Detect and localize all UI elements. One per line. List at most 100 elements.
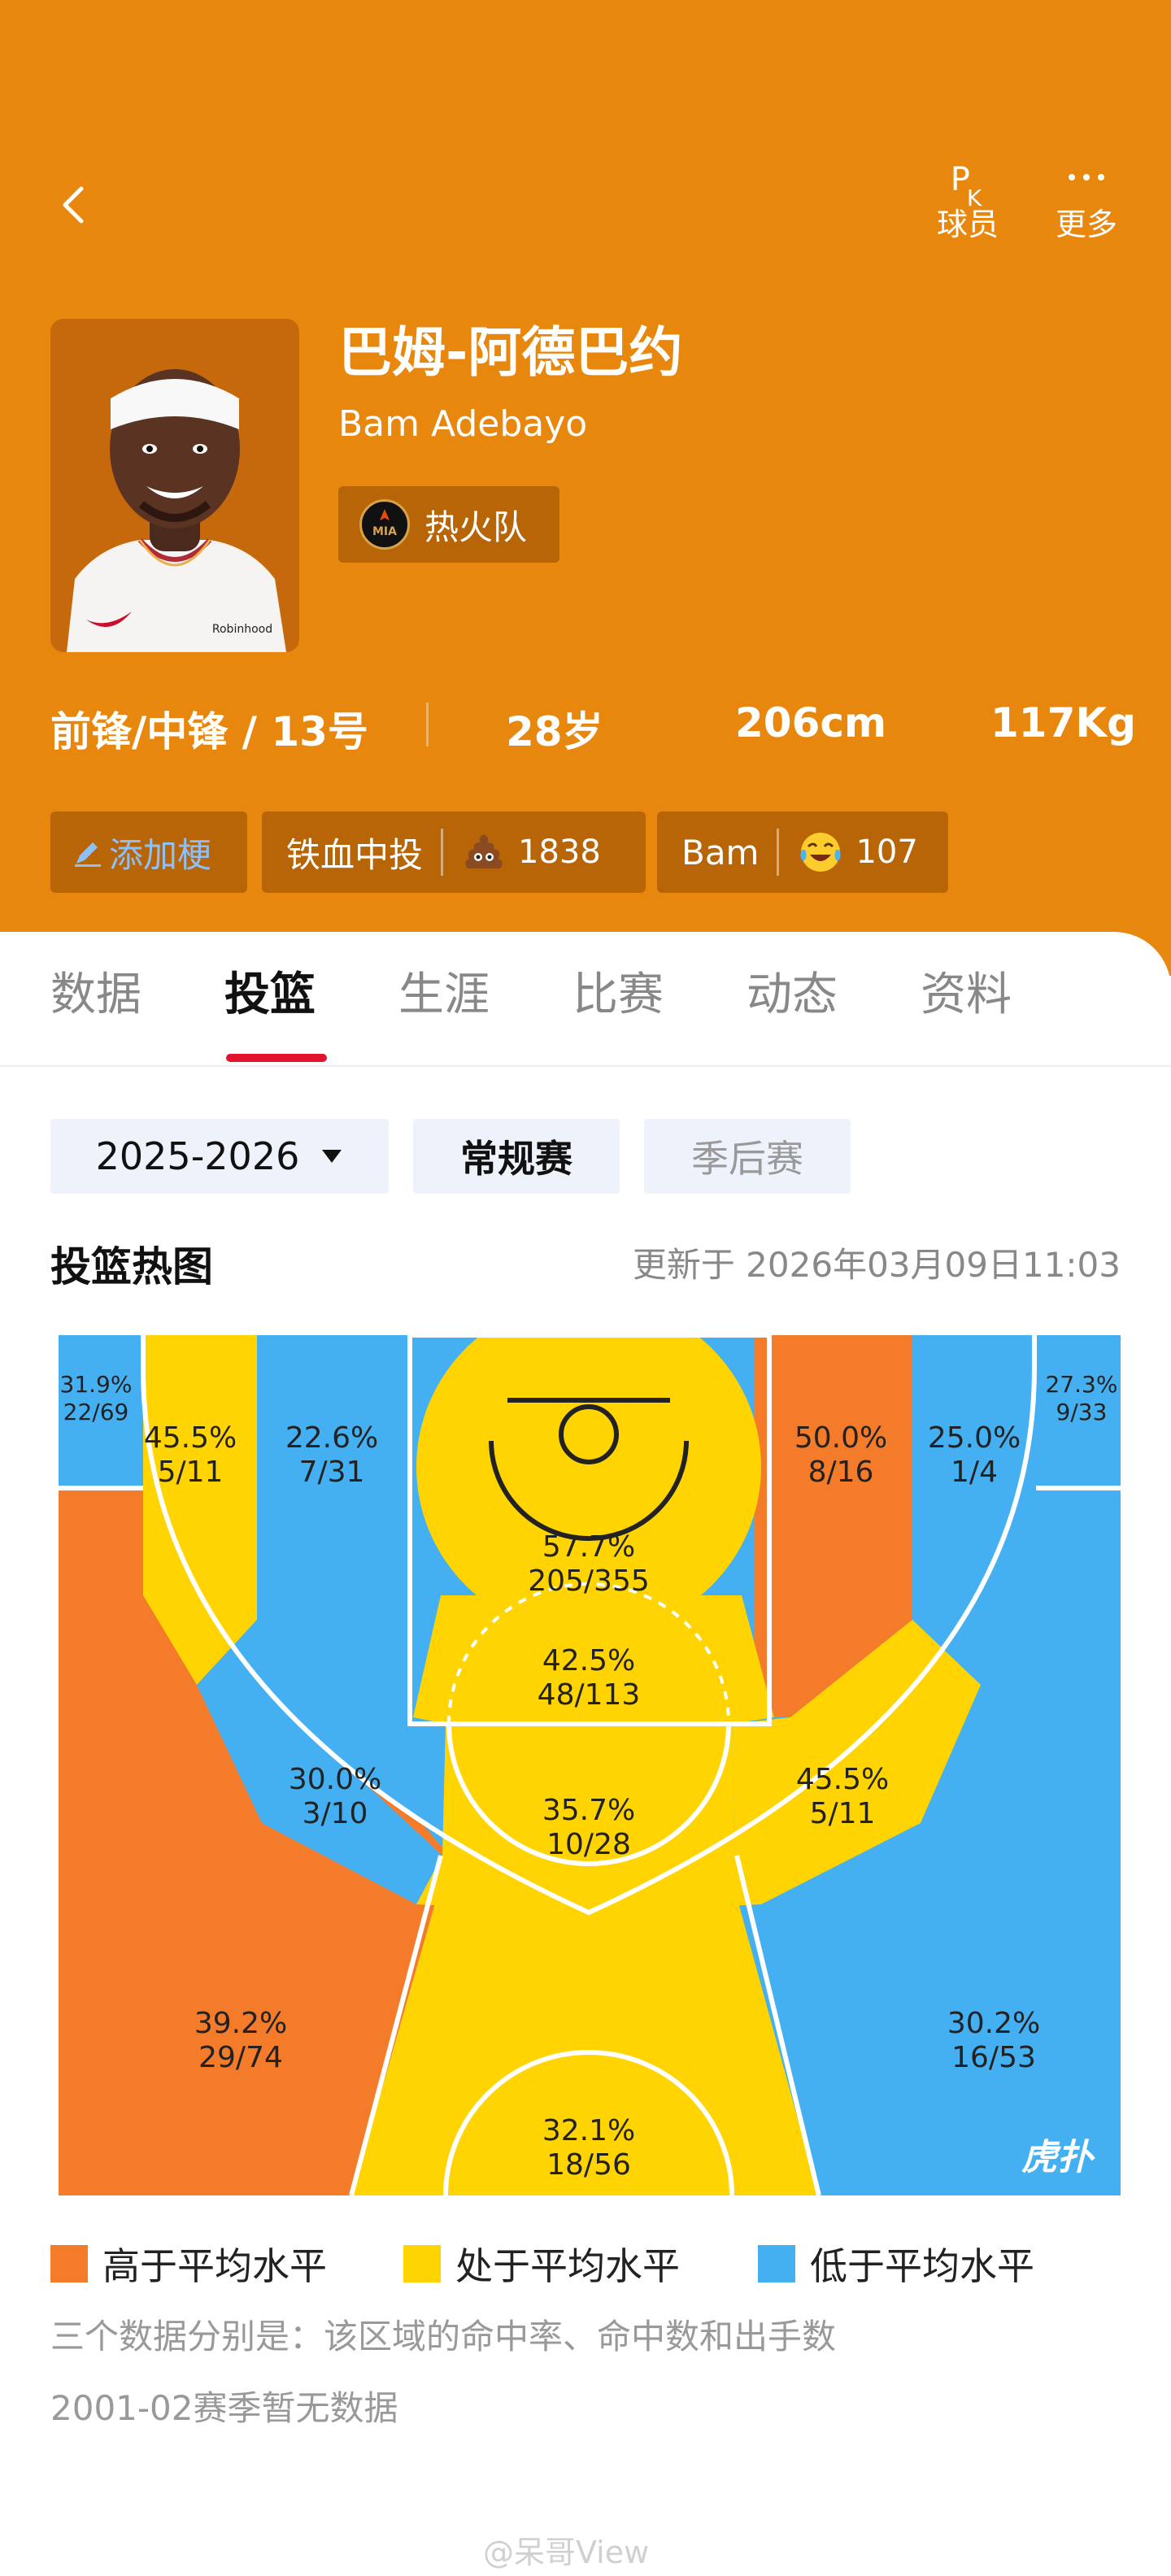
tab-profile[interactable]: 资料 (921, 968, 1012, 1021)
legend-above: 高于平均水平 (50, 2238, 327, 2290)
zone-right-baseline-mid (912, 1335, 1034, 1685)
no-data-note: 2001-02赛季暂无数据 (50, 2388, 398, 2428)
zone-pct-label: 30.2% (947, 2007, 1040, 2040)
pk-button[interactable]: PK 球员 (919, 154, 1016, 244)
zone-right-short-mid (755, 1335, 912, 1717)
zone-made-att-label: 9/33 (1056, 1399, 1108, 1425)
add-meme-label: 添加梗 (109, 834, 212, 875)
hupu-logo: 虎扑 (1021, 2137, 1095, 2178)
legend-swatch-average (403, 2245, 441, 2282)
zone-left-baseline-mid (143, 1335, 257, 1685)
meme-tag-count: 1838 (518, 833, 601, 871)
explanation-note: 三个数据分别是：该区域的命中率、命中数和出手数 (50, 2317, 837, 2356)
zone-made-att-label: 22/69 (63, 1399, 129, 1425)
add-meme-button[interactable]: 添加梗 (50, 812, 247, 893)
tab-bar: 数据 投篮 生涯 比赛 动态 资料 (0, 932, 1171, 1067)
age: 28岁 (506, 708, 603, 755)
zone-made-att-label: 5/11 (158, 1456, 224, 1489)
zone-left-wing-3 (59, 1488, 449, 2195)
weibo-watermark: @呆哥View (483, 2535, 650, 2570)
meme-tag-bam[interactable]: Bam 107 (657, 812, 948, 893)
caret-down-icon (322, 1150, 342, 1163)
position-number: 前锋/中锋 / 13号 (50, 708, 368, 755)
zone-made-att-label: 3/10 (303, 1797, 368, 1830)
zone-pct-label: 57.7% (542, 1530, 635, 1564)
tab-career[interactable]: 生涯 (398, 968, 490, 1021)
tab-games[interactable]: 比赛 (572, 968, 664, 1021)
laughing-crying-emoji-icon (800, 833, 842, 872)
zone-restricted-area (416, 1335, 761, 1636)
zone-pct-label: 32.1% (542, 2114, 635, 2147)
zone-pct-label: 39.2% (194, 2007, 287, 2040)
zone-made-att-label: 1/4 (951, 1456, 998, 1489)
zone-left-elbow-mid (197, 1620, 442, 1904)
legend-label-above: 高于平均水平 (102, 2244, 327, 2288)
zone-paint-non-ra (413, 1595, 774, 1724)
poop-emoji-icon (465, 834, 503, 868)
pk-icon: PK (950, 161, 982, 211)
legend-swatch-above (50, 2245, 88, 2282)
zone-pct-label: 50.0% (794, 1421, 887, 1455)
pk-label: 球员 (936, 207, 999, 242)
legend-below: 低于平均水平 (758, 2238, 1034, 2290)
heat-logo-icon: MIA (359, 499, 410, 550)
basket-icon (489, 1398, 689, 1541)
zone-made-att-label: 16/53 (951, 2041, 1036, 2074)
info-divider (426, 703, 429, 746)
zone-made-att-label: 8/16 (808, 1456, 874, 1489)
season-select[interactable]: 2025-2026 (50, 1119, 389, 1194)
more-button[interactable]: 更多 (1038, 154, 1135, 244)
meme-tag-iron-midrange[interactable]: 铁血中投 1838 (262, 812, 646, 893)
team-chip[interactable]: MIA 热火队 (338, 486, 559, 563)
legend-label-average: 处于平均水平 (455, 2244, 680, 2288)
tab-shooting[interactable]: 投篮 (224, 968, 316, 1021)
zone-made-att-label: 48/113 (538, 1678, 641, 1712)
player-name-en: Bam Adebayo (338, 403, 588, 445)
tag-divider (441, 829, 444, 876)
tag-divider (777, 829, 780, 876)
zone-left-corner-3 (59, 1335, 143, 1488)
zone-made-att-label: 205/355 (528, 1564, 650, 1598)
zone-pct-label: 45.5% (144, 1421, 237, 1455)
zone-pct-label: 31.9% (60, 1371, 133, 1398)
back-icon[interactable] (50, 181, 99, 229)
playoffs-button[interactable]: 季后赛 (644, 1119, 851, 1194)
active-tab-indicator (226, 1054, 327, 1062)
update-time: 更新于 2026年03月09日11:03 (632, 1245, 1121, 1285)
more-label: 更多 (1055, 207, 1117, 242)
zone-made-att-label: 7/31 (299, 1456, 365, 1489)
svg-text:MIA: MIA (372, 525, 397, 538)
zone-pct-label: 45.5% (796, 1763, 889, 1796)
tab-stats[interactable]: 数据 (50, 968, 141, 1021)
legend-average: 处于平均水平 (403, 2238, 680, 2290)
player-name-cn: 巴姆-阿德巴约 (338, 321, 683, 384)
more-icon (1038, 154, 1135, 205)
heatmap-title: 投篮热图 (50, 1243, 213, 1290)
zone-pct-label: 27.3% (1046, 1371, 1118, 1398)
tab-news[interactable]: 动态 (747, 968, 838, 1021)
court-lines (59, 1335, 1121, 2195)
shot-heatmap-court: 31.9% 22/69 45.5% 5/11 22.6% 7/31 57.7% 205/355… (59, 1335, 1121, 2195)
player-info-row: 前锋/中锋 / 13号 28岁 206cm 117Kg (50, 691, 1136, 756)
zone-pct-label: 22.6% (285, 1421, 378, 1455)
legend-swatch-below (758, 2245, 795, 2282)
zone-made-att-label: 18/56 (546, 2148, 631, 2182)
zone-made-att-label: 10/28 (546, 1828, 631, 1861)
player-header: PK 球员 更多 Robinhood 巴姆 (0, 0, 1171, 976)
zone-top-key-mid (416, 1724, 761, 1912)
weight: 117Kg (990, 699, 1136, 746)
regular-season-button[interactable]: 常规赛 (413, 1119, 620, 1194)
svg-text:Robinhood: Robinhood (212, 623, 272, 636)
zone-right-corner-3 (1036, 1335, 1121, 1488)
zone-pct-label: 35.7% (542, 1794, 635, 1827)
team-name: 热火队 (424, 507, 528, 547)
zone-made-att-label: 5/11 (810, 1797, 876, 1830)
zone-right-elbow-mid (732, 1620, 981, 1904)
season-value: 2025-2026 (95, 1134, 300, 1178)
player-avatar: Robinhood (50, 319, 299, 652)
meme-tag-count: 107 (855, 833, 918, 871)
zone-pct-label: 25.0% (928, 1421, 1021, 1455)
zone-pct-label: 30.0% (289, 1763, 381, 1796)
pencil-icon (75, 842, 101, 867)
zone-made-att-label: 29/74 (198, 2041, 283, 2074)
